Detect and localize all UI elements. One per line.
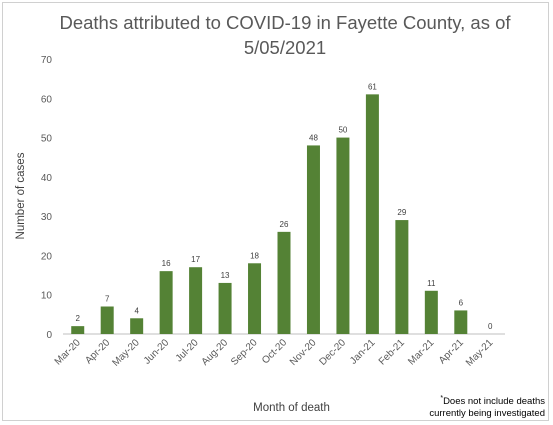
bar-aug-20 bbox=[218, 282, 232, 334]
x-tick-label: Jun-20 bbox=[142, 337, 172, 367]
bar-nov-20 bbox=[306, 145, 320, 334]
x-tick-label: Mar-20 bbox=[53, 337, 83, 367]
bar-jun-20 bbox=[159, 271, 173, 334]
x-axis-label: Month of death bbox=[253, 402, 330, 414]
y-tick-label: 60 bbox=[41, 94, 53, 105]
x-tick-label: Apr-21 bbox=[437, 337, 466, 366]
data-label: 61 bbox=[368, 82, 377, 91]
x-tick-label: Sep-20 bbox=[229, 337, 260, 368]
data-label: 2 bbox=[76, 314, 81, 323]
x-tick-label: Apr-20 bbox=[83, 337, 112, 366]
data-label: 13 bbox=[221, 271, 230, 280]
y-tick-label: 20 bbox=[41, 251, 53, 262]
bar-apr-21 bbox=[454, 310, 468, 334]
data-label: 50 bbox=[338, 126, 347, 135]
x-tick-label: Mar-21 bbox=[406, 337, 436, 367]
x-tick-label: Nov-20 bbox=[288, 337, 319, 368]
bar-apr-20 bbox=[100, 306, 114, 334]
data-label: 29 bbox=[397, 208, 406, 217]
y-axis-label: Number of cases bbox=[15, 152, 27, 240]
y-tick-label: 30 bbox=[41, 212, 53, 223]
y-tick-label: 70 bbox=[41, 55, 53, 66]
footnote: *Does not include deaths currently being… bbox=[405, 393, 545, 420]
bar-dec-20 bbox=[336, 137, 350, 334]
x-tick-label: May-21 bbox=[464, 337, 496, 369]
x-tick-label: Dec-20 bbox=[317, 337, 348, 368]
data-label: 48 bbox=[309, 133, 318, 142]
bar-jul-20 bbox=[189, 267, 203, 334]
chart-title: Deaths attributed to COVID-19 in Fayette… bbox=[40, 10, 530, 60]
footnote-line-2: currently being investigated bbox=[429, 408, 545, 420]
bar-oct-20 bbox=[277, 231, 291, 334]
data-label: 26 bbox=[280, 220, 289, 229]
y-tick-label: 40 bbox=[41, 173, 53, 184]
chart-title-line-2: 5/05/2021 bbox=[243, 37, 327, 58]
data-label: 4 bbox=[134, 306, 139, 315]
bar-may-20 bbox=[130, 318, 144, 334]
chart-frame bbox=[2, 2, 549, 421]
data-label: 7 bbox=[105, 295, 110, 304]
data-label: 0 bbox=[488, 322, 493, 331]
y-tick-label: 0 bbox=[46, 330, 52, 341]
x-tick-label: Aug-20 bbox=[200, 337, 231, 368]
data-label: 11 bbox=[427, 279, 436, 288]
footnote-mark: * bbox=[440, 395, 444, 402]
bar-sep-20 bbox=[248, 263, 262, 334]
x-tick-label: May-20 bbox=[110, 337, 142, 369]
chart-title-line-1: Deaths attributed to COVID-19 in Fayette… bbox=[59, 12, 511, 33]
data-label: 16 bbox=[162, 259, 171, 268]
bar-mar-20 bbox=[71, 326, 85, 334]
y-tick-label: 10 bbox=[41, 291, 53, 302]
x-tick-label: Jan-21 bbox=[348, 337, 378, 367]
bar-feb-21 bbox=[395, 220, 409, 334]
x-tick-label: Jul-20 bbox=[174, 337, 201, 364]
y-tick-label: 50 bbox=[41, 134, 53, 145]
data-label: 18 bbox=[250, 251, 259, 260]
bar-mar-21 bbox=[424, 290, 438, 334]
x-tick-label: Oct-20 bbox=[260, 337, 289, 366]
footnote-line-1: Does not include deaths bbox=[443, 396, 545, 408]
x-tick-label: Feb-21 bbox=[377, 337, 407, 367]
data-label: 17 bbox=[191, 255, 200, 264]
bar-jan-21 bbox=[365, 94, 379, 334]
data-label: 6 bbox=[459, 298, 464, 307]
